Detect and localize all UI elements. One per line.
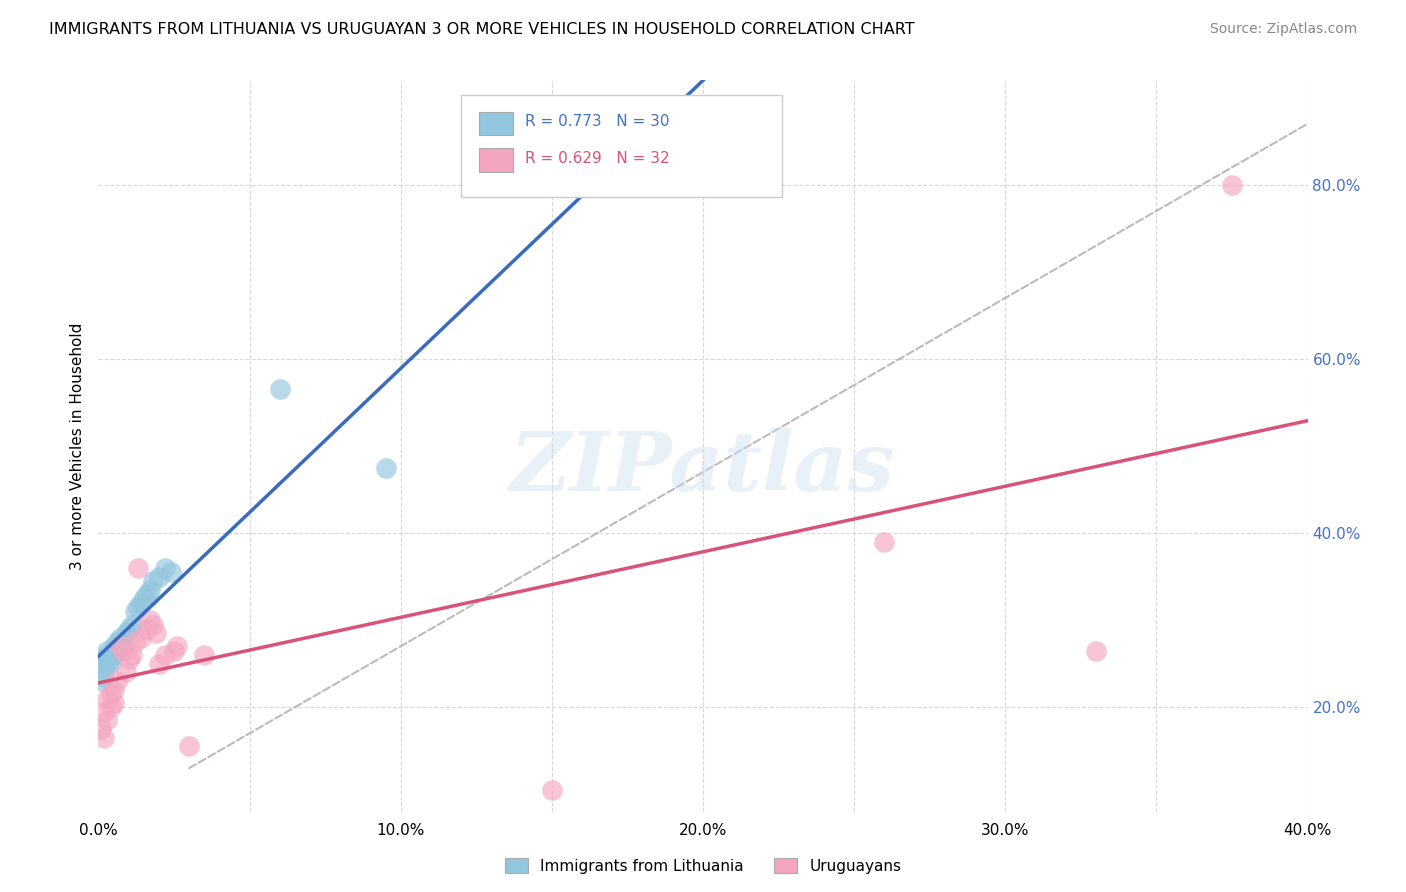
Y-axis label: 3 or more Vehicles in Household: 3 or more Vehicles in Household — [69, 322, 84, 570]
Text: Source: ZipAtlas.com: Source: ZipAtlas.com — [1209, 22, 1357, 37]
FancyBboxPatch shape — [479, 148, 513, 171]
Point — [129, 596, 152, 610]
Legend: Immigrants from Lithuania, Uruguayans: Immigrants from Lithuania, Uruguayans — [499, 852, 907, 880]
Point — [121, 648, 143, 662]
Point — [1220, 178, 1243, 192]
Point — [100, 655, 122, 669]
Point — [135, 622, 157, 636]
Point — [153, 561, 176, 575]
Point — [153, 648, 176, 662]
Point — [124, 604, 146, 618]
Point — [139, 582, 162, 597]
Point — [93, 670, 115, 684]
Point — [111, 638, 134, 652]
Point — [127, 600, 149, 615]
Point — [148, 569, 170, 583]
Point — [160, 566, 183, 580]
Point — [111, 643, 134, 657]
Point — [103, 648, 125, 662]
Text: IMMIGRANTS FROM LITHUANIA VS URUGUAYAN 3 OR MORE VEHICLES IN HOUSEHOLD CORRELATI: IMMIGRANTS FROM LITHUANIA VS URUGUAYAN 3… — [49, 22, 915, 37]
Text: R = 0.773   N = 30: R = 0.773 N = 30 — [526, 114, 669, 129]
Point — [166, 640, 188, 654]
Point — [142, 574, 165, 588]
Point — [127, 561, 149, 575]
Point — [163, 643, 186, 657]
Point — [93, 705, 115, 719]
Point — [873, 534, 896, 549]
Point — [129, 631, 152, 645]
Point — [96, 643, 118, 657]
Point — [100, 700, 122, 714]
Point — [114, 626, 136, 640]
Point — [103, 640, 125, 654]
Point — [96, 648, 118, 662]
Point — [105, 674, 128, 689]
Point — [132, 591, 155, 606]
Point — [118, 652, 141, 666]
Point — [142, 617, 165, 632]
Point — [269, 383, 291, 397]
Text: ZIPatlas: ZIPatlas — [510, 428, 896, 508]
Point — [118, 622, 141, 636]
FancyBboxPatch shape — [479, 112, 513, 136]
Point — [540, 783, 562, 797]
Point — [90, 674, 112, 689]
Point — [193, 648, 215, 662]
Point — [148, 657, 170, 671]
Point — [114, 665, 136, 680]
Point — [100, 687, 122, 701]
Point — [105, 640, 128, 655]
Point — [1085, 643, 1108, 657]
Point — [90, 722, 112, 736]
Point — [139, 613, 162, 627]
Point — [96, 657, 118, 671]
Point — [135, 587, 157, 601]
Point — [108, 631, 131, 645]
Point — [108, 640, 131, 654]
Point — [100, 649, 122, 664]
Point — [103, 682, 125, 697]
Text: R = 0.629   N = 32: R = 0.629 N = 32 — [526, 151, 669, 166]
Point — [179, 739, 201, 754]
FancyBboxPatch shape — [461, 95, 782, 197]
Point — [93, 661, 115, 675]
Point — [93, 731, 115, 745]
Point — [124, 635, 146, 649]
Point — [93, 652, 115, 666]
Point — [105, 635, 128, 649]
Point — [96, 691, 118, 706]
Point — [145, 626, 167, 640]
Point — [374, 460, 396, 475]
Point — [121, 617, 143, 632]
Point — [103, 696, 125, 710]
Point — [96, 714, 118, 728]
